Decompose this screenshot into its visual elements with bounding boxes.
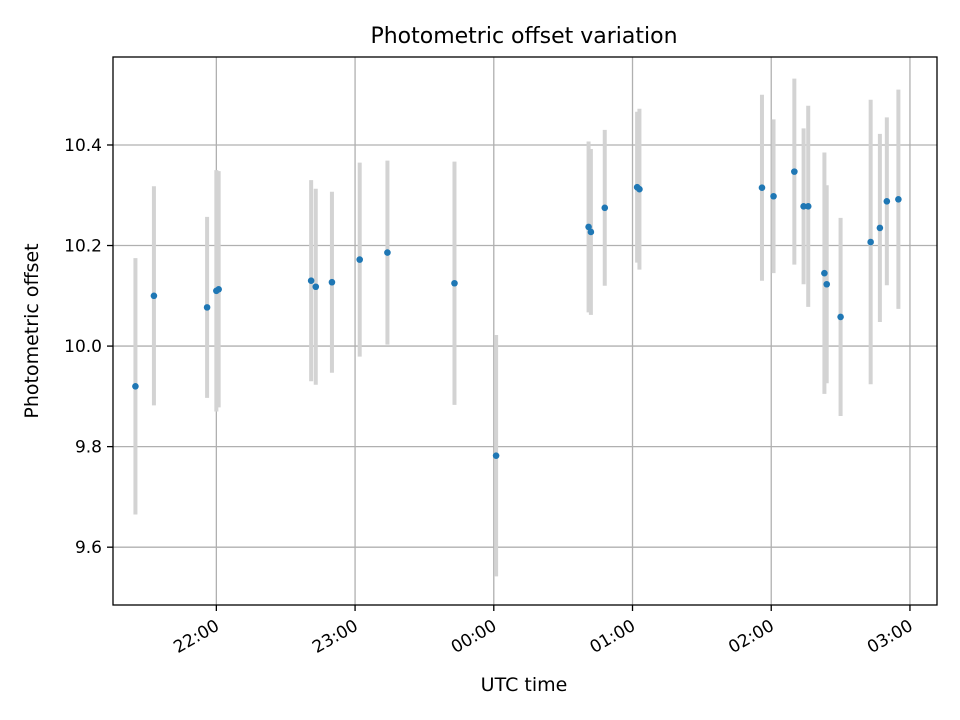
data-point — [585, 223, 592, 231]
data-point — [307, 277, 315, 285]
data-point — [356, 256, 363, 263]
data-point — [150, 292, 158, 300]
data-point — [876, 224, 884, 232]
y-axis-ticks: 9.6 9.8 10.0 10.2 10.4 — [64, 136, 113, 558]
data-point — [328, 278, 336, 286]
y-tick-label: 10.4 — [64, 136, 102, 156]
y-tick-label: 10.2 — [64, 237, 102, 257]
data-points — [132, 168, 902, 459]
data-point — [758, 184, 766, 192]
data-point — [384, 249, 391, 256]
data-point — [823, 280, 831, 288]
data-point — [492, 452, 500, 459]
data-point — [883, 197, 891, 205]
data-point — [837, 313, 844, 321]
data-point — [451, 279, 458, 287]
data-point — [800, 203, 807, 210]
data-point — [203, 304, 211, 311]
plot-frame — [112, 56, 938, 606]
data-point — [804, 203, 812, 210]
chart-title: Photometric offset variation — [370, 24, 677, 49]
y-tick-label: 9.6 — [75, 538, 102, 558]
data-point — [791, 168, 798, 175]
grid — [113, 57, 937, 605]
data-point — [895, 195, 902, 203]
data-point — [636, 185, 643, 193]
data-point — [215, 285, 222, 293]
data-point — [587, 228, 595, 236]
data-point — [601, 204, 609, 212]
data-point — [770, 192, 777, 200]
data-point — [132, 383, 139, 390]
x-axis-label: UTC time — [481, 674, 568, 696]
y-tick-label: 10.0 — [64, 337, 102, 357]
data-point — [821, 269, 828, 277]
y-axis-label: Photometric offset — [21, 243, 43, 418]
y-tick-label: 9.8 — [75, 438, 102, 458]
data-point — [867, 238, 874, 246]
data-point — [312, 283, 320, 291]
